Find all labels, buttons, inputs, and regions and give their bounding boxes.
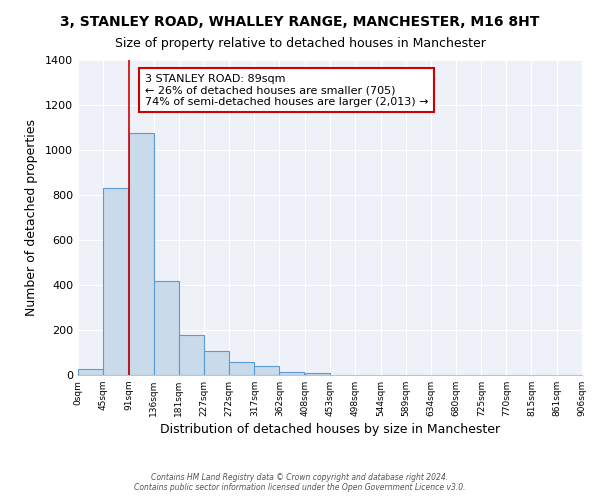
- Bar: [78, 370, 103, 375]
- X-axis label: Distribution of detached houses by size in Manchester: Distribution of detached houses by size …: [160, 423, 500, 436]
- Bar: [154, 280, 179, 375]
- Text: Contains HM Land Registry data © Crown copyright and database right 2024.
Contai: Contains HM Land Registry data © Crown c…: [134, 473, 466, 492]
- Text: 3, STANLEY ROAD, WHALLEY RANGE, MANCHESTER, M16 8HT: 3, STANLEY ROAD, WHALLEY RANGE, MANCHEST…: [61, 15, 539, 29]
- Bar: [305, 373, 330, 375]
- Bar: [229, 362, 254, 375]
- Bar: [204, 352, 229, 375]
- Bar: [280, 372, 304, 375]
- Text: 3 STANLEY ROAD: 89sqm
← 26% of detached houses are smaller (705)
74% of semi-det: 3 STANLEY ROAD: 89sqm ← 26% of detached …: [145, 74, 428, 106]
- Bar: [179, 334, 204, 375]
- Bar: [254, 366, 280, 375]
- Bar: [128, 133, 154, 375]
- Y-axis label: Number of detached properties: Number of detached properties: [25, 119, 38, 316]
- Bar: [103, 188, 128, 375]
- Text: Size of property relative to detached houses in Manchester: Size of property relative to detached ho…: [115, 38, 485, 51]
